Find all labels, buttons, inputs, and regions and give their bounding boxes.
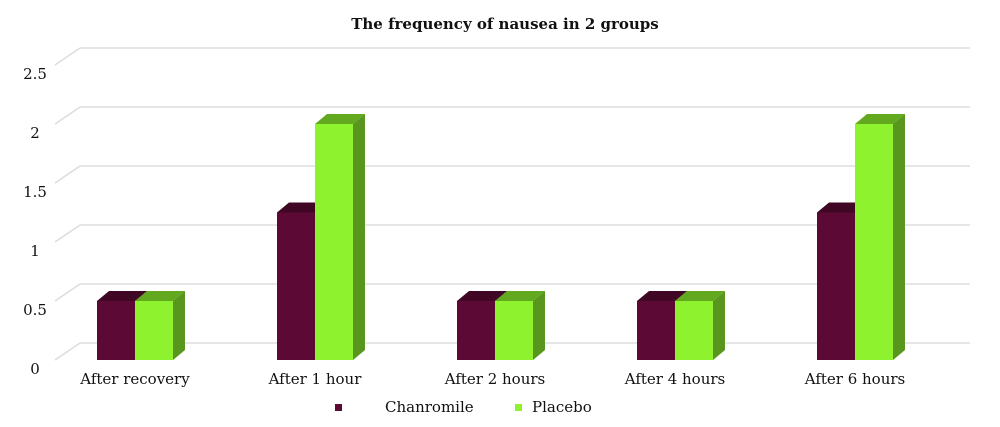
- chart-title: The frequency of nausea in 2 groups: [351, 15, 659, 33]
- y-tick-label: 1: [30, 242, 40, 260]
- bar-side: [173, 291, 185, 360]
- bar-side: [893, 114, 905, 360]
- bar-top: [495, 291, 545, 301]
- x-tick-label: After 6 hours: [804, 370, 906, 388]
- grid-line: [54, 47, 81, 66]
- legend-marker: [335, 404, 342, 411]
- bar-side: [533, 291, 545, 360]
- grid-line: [54, 106, 81, 125]
- bar-top: [457, 291, 507, 301]
- y-tick-label: 0: [30, 360, 40, 378]
- bar-top: [855, 114, 905, 124]
- bar-top: [277, 202, 327, 213]
- bar: [135, 291, 185, 360]
- bar-top: [675, 291, 725, 301]
- bar-front: [855, 124, 893, 360]
- y-tick-label: 1.5: [23, 183, 47, 201]
- bar-top: [315, 114, 365, 124]
- legend-marker: [515, 404, 522, 411]
- legend-label: Placebo: [532, 398, 592, 416]
- bar-front: [135, 301, 173, 360]
- x-tick-label: After recovery: [79, 370, 190, 388]
- bar-side: [353, 114, 365, 360]
- y-tick-label: 2: [30, 124, 40, 142]
- bar: [315, 114, 365, 360]
- x-tick-label: After 1 hour: [268, 370, 363, 388]
- bar: [495, 291, 545, 360]
- legend-label: Chanromile: [385, 398, 474, 416]
- bar-front: [637, 301, 675, 360]
- grid-line: [54, 283, 81, 302]
- bar: [855, 114, 905, 360]
- bar-front: [495, 301, 533, 360]
- bar-front: [457, 301, 495, 360]
- x-tick-label: After 4 hours: [624, 370, 726, 388]
- bar-front: [315, 124, 353, 360]
- grid-line: [54, 342, 81, 361]
- bar-front: [97, 301, 135, 360]
- grid-line: [54, 224, 81, 243]
- y-tick-label: 0.5: [23, 301, 47, 319]
- bar: [675, 291, 725, 360]
- bar-top: [135, 291, 185, 301]
- bar-front: [675, 301, 713, 360]
- bar-top: [637, 291, 687, 301]
- bar-front: [277, 212, 315, 360]
- bar-top: [817, 202, 867, 213]
- x-tick-label: After 2 hours: [444, 370, 546, 388]
- y-tick-label: 2.5: [23, 65, 47, 83]
- grid-line: [54, 165, 81, 184]
- bar-top: [97, 291, 147, 301]
- bar-front: [817, 212, 855, 360]
- bar-side: [713, 291, 725, 360]
